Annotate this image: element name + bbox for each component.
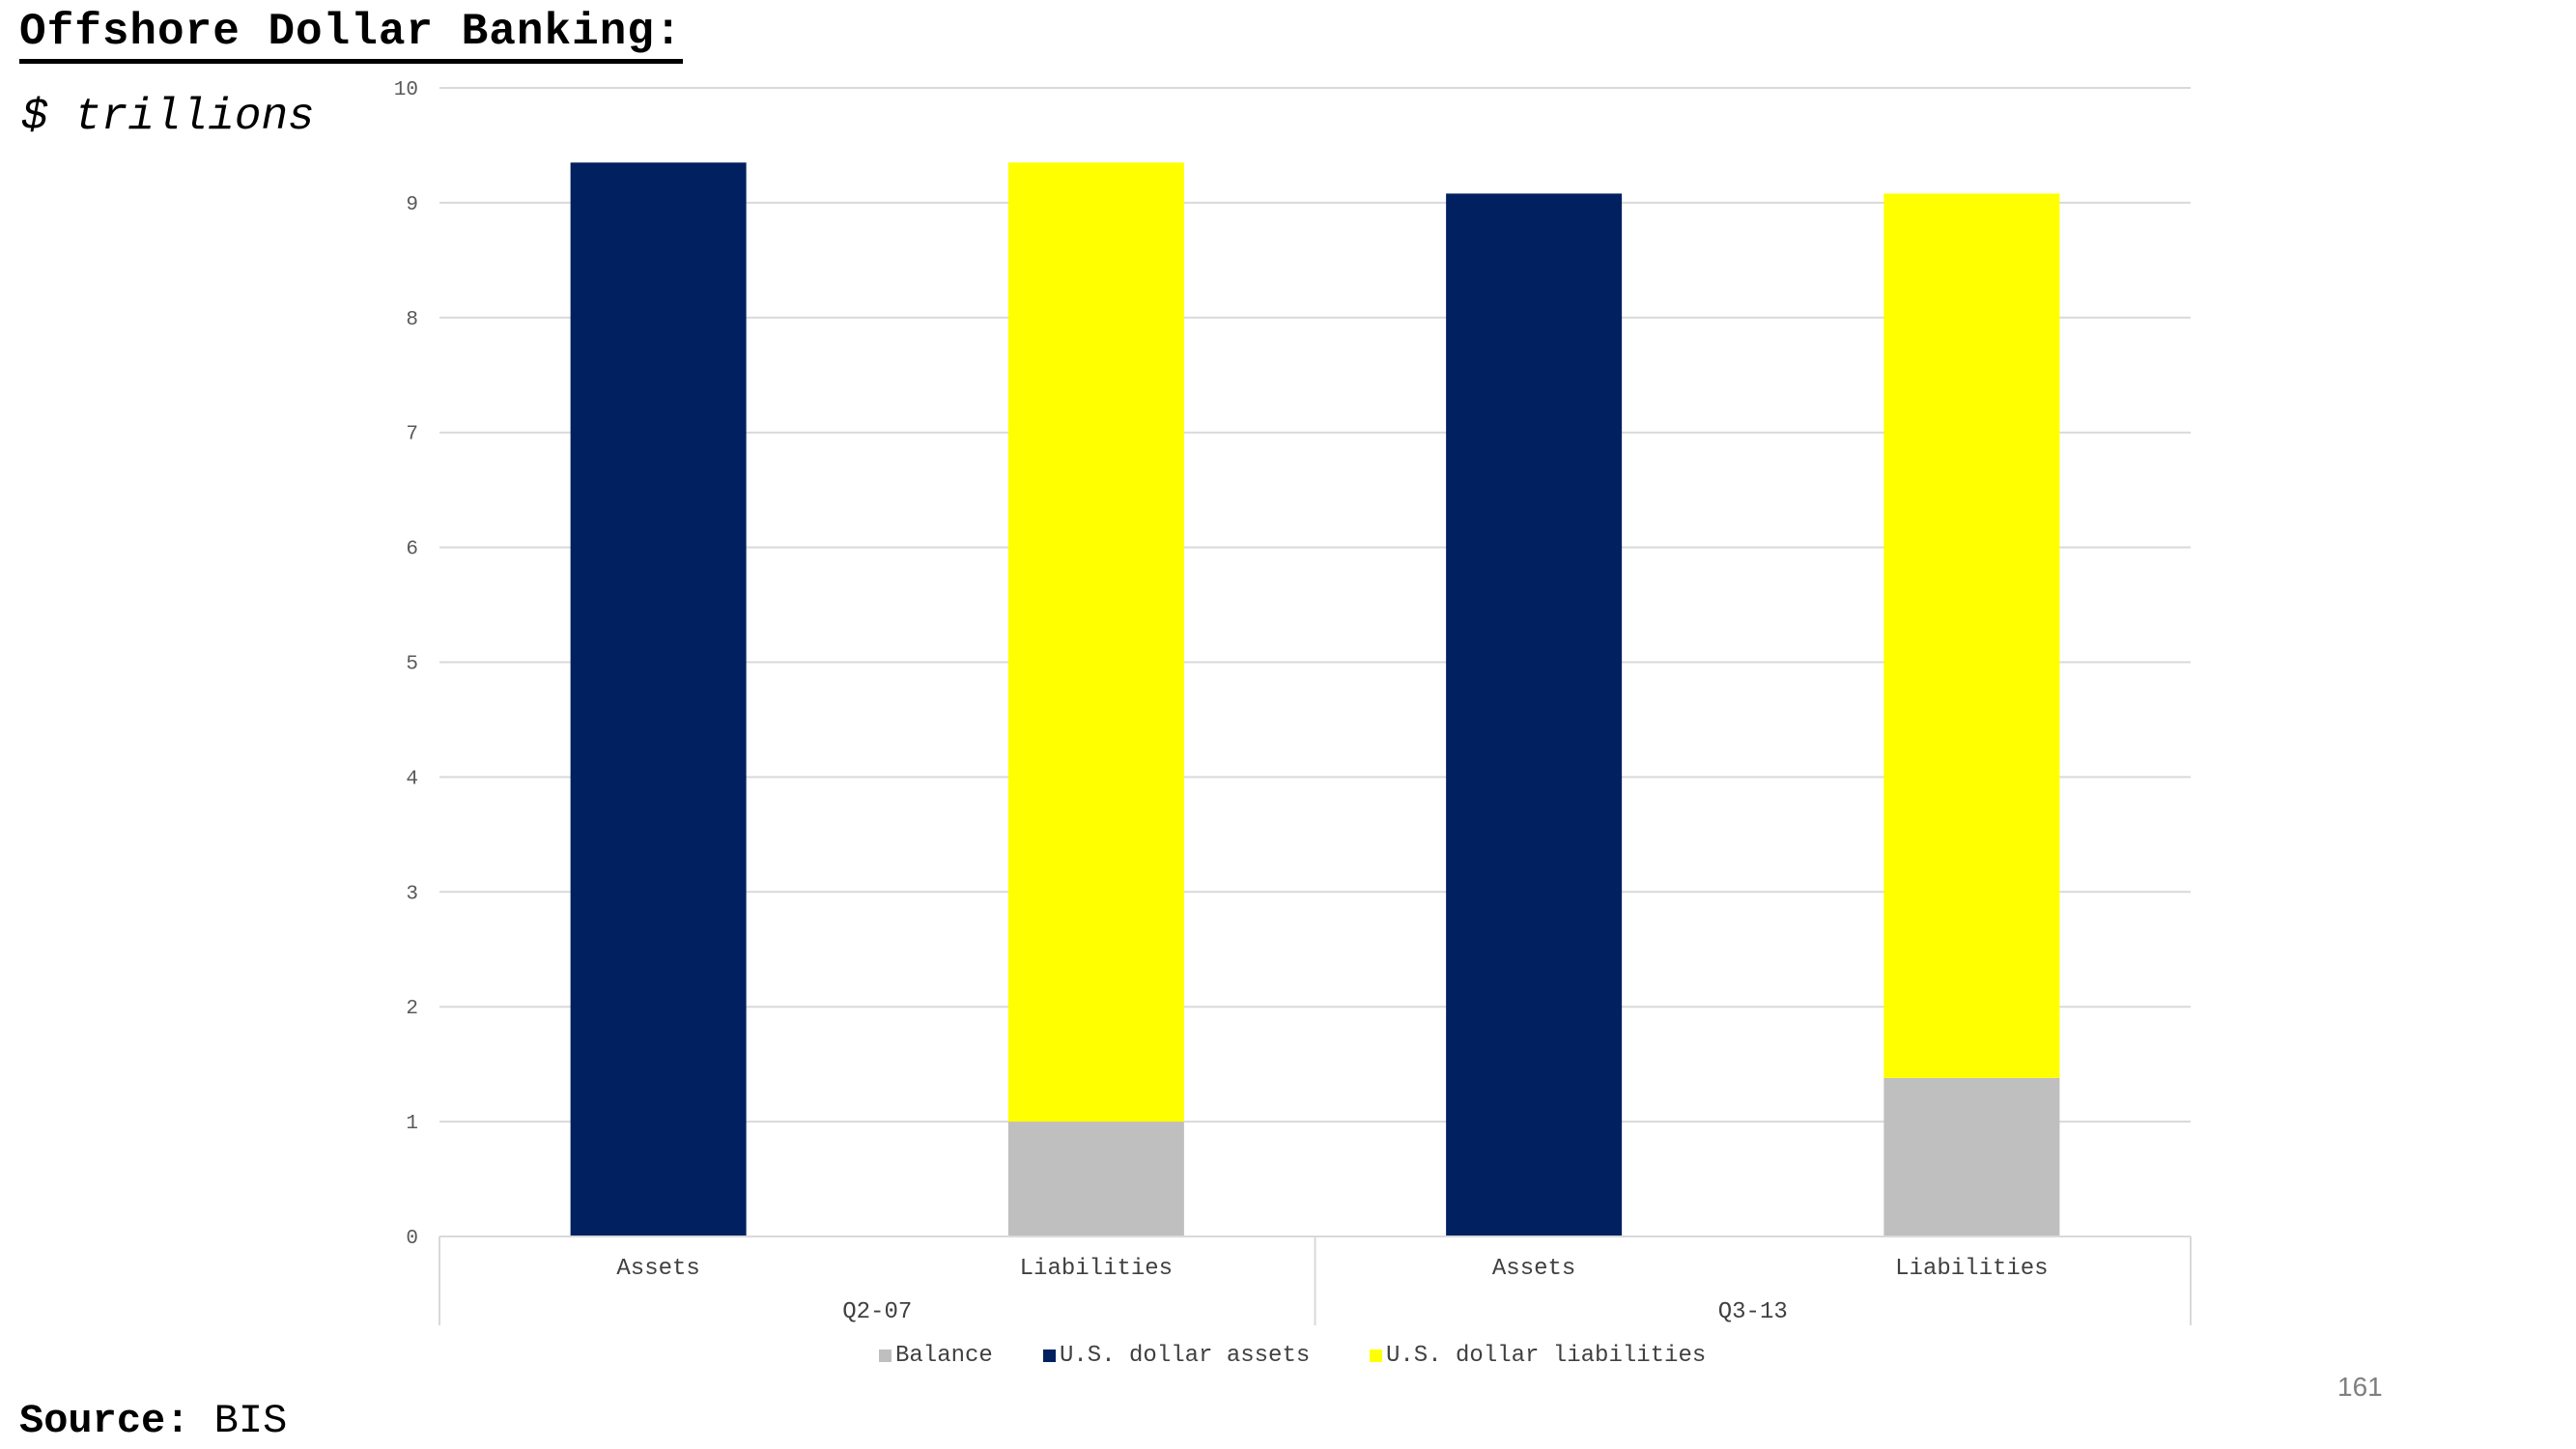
- bar-segment-balance: [1007, 1122, 1184, 1236]
- legend-swatch: [1043, 1350, 1056, 1362]
- y-tick-label: 7: [406, 424, 418, 446]
- bar-segment-u-s-dollar-liabilities: [1883, 193, 2060, 1078]
- x-category-label: Liabilities: [1020, 1256, 1173, 1282]
- x-category-label: Assets: [1492, 1256, 1575, 1282]
- legend-swatch: [879, 1350, 892, 1362]
- y-tick-label: 8: [406, 309, 418, 331]
- y-tick-label: 2: [406, 998, 418, 1020]
- x-category-label: Liabilities: [1895, 1256, 2048, 1282]
- y-tick-label: 9: [406, 194, 418, 216]
- bar-segment-u-s-dollar-assets: [1446, 193, 1623, 1237]
- legend: Balance U.S. dollar assets U.S. dollar lia…: [879, 1343, 1706, 1369]
- bar-segment-u-s-dollar-assets: [570, 162, 747, 1236]
- legend-label: Balance: [895, 1343, 993, 1369]
- legend-label: U.S. dollar liabilities: [1386, 1343, 1706, 1369]
- source-note: Source: BIS: [19, 1399, 287, 1443]
- x-group-label: Q3-13: [1718, 1299, 1788, 1325]
- y-tick-label: 10: [394, 79, 418, 101]
- x-axis: Assets Liabilities Q2-07 Assets Liabilities Q…: [439, 1236, 2192, 1325]
- x-category-label: Assets: [616, 1256, 699, 1282]
- source-value: BIS: [213, 1398, 288, 1444]
- y-tick-label: 0: [406, 1228, 418, 1250]
- chart-unit-subtitle: $ trillions: [21, 92, 315, 142]
- x-group-label: Q2-07: [842, 1299, 912, 1325]
- y-tick-label: 1: [406, 1113, 418, 1135]
- y-tick-label: 6: [406, 539, 418, 561]
- bar-segment-balance: [1883, 1077, 2060, 1236]
- bars: [570, 162, 2060, 1237]
- legend-label: U.S. dollar assets: [1060, 1343, 1310, 1369]
- page-number: 161: [2337, 1372, 2383, 1402]
- y-axis-tick-labels: 0 1 2 3 4 5 6 7 8 9 10: [394, 79, 418, 1250]
- y-tick-label: 5: [406, 654, 418, 676]
- source-label: Source:: [19, 1398, 190, 1444]
- y-tick-label: 3: [406, 883, 418, 905]
- legend-swatch: [1370, 1350, 1382, 1362]
- bar-segment-u-s-dollar-liabilities: [1007, 162, 1184, 1122]
- y-tick-label: 4: [406, 768, 418, 790]
- slide-title: Offshore Dollar Banking:: [19, 8, 683, 64]
